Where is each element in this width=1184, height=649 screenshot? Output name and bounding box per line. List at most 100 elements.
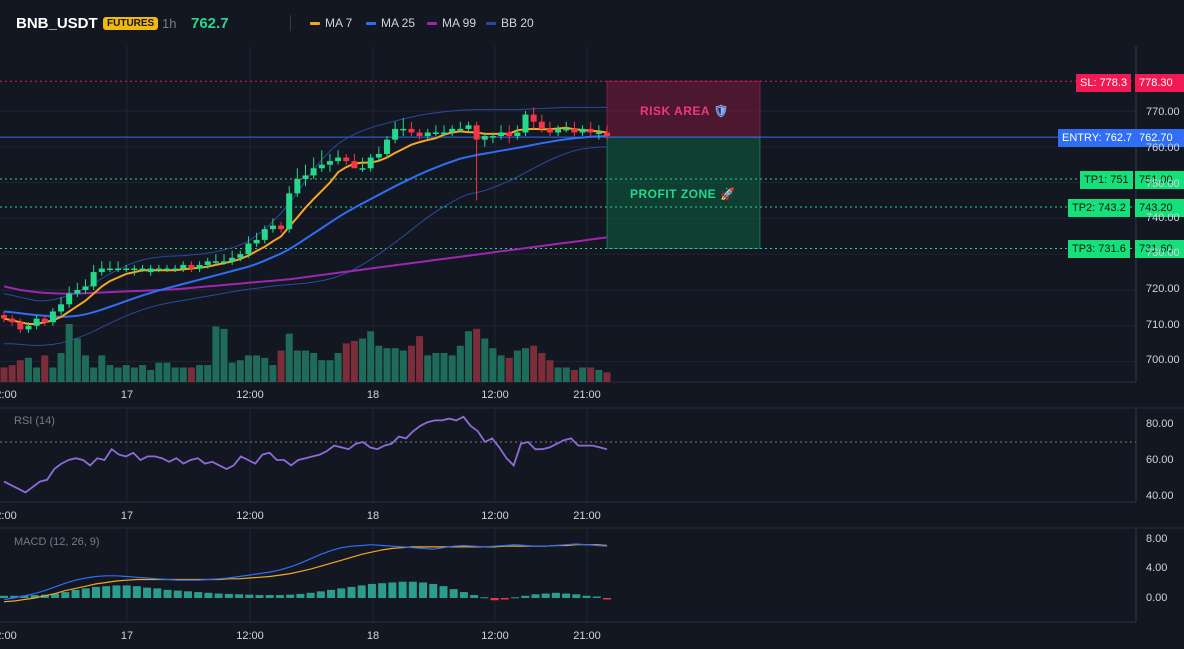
- ma7-line: [3, 126, 608, 325]
- candle-body: [522, 114, 529, 133]
- time-tick: 18: [366, 630, 380, 642]
- macd-histogram-bar: [183, 591, 192, 598]
- macd-histogram-bar: [388, 582, 397, 598]
- grid-lines: [0, 46, 1136, 622]
- bb-upper-line: [3, 106, 607, 302]
- bb-lower-line: [4, 146, 608, 347]
- legend-ma7[interactable]: MA 7: [310, 16, 352, 30]
- volume-bar: [33, 367, 41, 382]
- candle-body: [302, 175, 309, 180]
- candle-body: [269, 225, 276, 230]
- macd-histogram-bar: [255, 595, 264, 598]
- tp3-tag[interactable]: TP3: 731.6: [1068, 240, 1130, 258]
- volume-bar: [562, 367, 570, 382]
- candle-body: [604, 132, 610, 137]
- volume-bar: [212, 326, 220, 382]
- macd-histogram-bar: [20, 595, 29, 598]
- candle-body: [514, 132, 521, 137]
- candle-body: [375, 153, 382, 158]
- legend-ma99[interactable]: MA 99: [427, 16, 476, 30]
- timeframe-label[interactable]: 1h: [162, 16, 177, 31]
- macd-histogram-bar: [337, 588, 346, 598]
- volume-bar: [261, 357, 269, 382]
- tp1-tag[interactable]: TP1: 751: [1080, 171, 1133, 189]
- tp2-tag[interactable]: TP2: 743.2: [1068, 199, 1130, 217]
- rsi-title: RSI (14): [14, 415, 55, 427]
- candle-body: [1, 315, 7, 319]
- macd-histogram-bar: [214, 593, 223, 598]
- candle-body: [163, 268, 170, 271]
- volume-bar: [236, 360, 244, 382]
- macd-histogram-bar: [286, 594, 295, 598]
- rsi-panel: [0, 415, 1136, 494]
- chart-header: BNB_USDT FUTURES 1h 762.7 MA 7 MA 25 MA …: [0, 0, 1184, 46]
- macd-histogram-bar: [521, 595, 530, 598]
- rsi-line: [3, 415, 608, 494]
- entry-tag[interactable]: ENTRY: 762.7: [1058, 129, 1137, 147]
- volume-bar: [367, 331, 375, 382]
- volume-bar: [432, 353, 440, 382]
- volume-bar: [481, 338, 489, 382]
- candle-body: [66, 293, 73, 305]
- volume-bar: [171, 367, 179, 382]
- candle-body: [555, 128, 562, 133]
- candle-body: [115, 268, 122, 271]
- volume-bar: [16, 360, 24, 382]
- volume-bar: [489, 348, 497, 382]
- volume-bar: [456, 345, 464, 382]
- macd-histogram-bar: [327, 589, 336, 598]
- macd-histogram-bar: [153, 588, 162, 598]
- candle-body: [579, 128, 586, 133]
- volume-bar: [204, 365, 212, 382]
- candlesticks: [1, 107, 610, 333]
- volume-bar: [424, 355, 432, 382]
- macd-histogram-bar: [511, 597, 520, 599]
- macd-histogram-bar: [30, 595, 39, 598]
- time-tick: 21:00: [573, 630, 601, 642]
- symbol-name[interactable]: BNB_USDT: [16, 15, 98, 32]
- volume-bar: [106, 365, 114, 382]
- volume-bar: [416, 336, 424, 382]
- sl-value: 778.30: [1135, 74, 1184, 92]
- volume-bar: [0, 367, 8, 382]
- candle-body: [147, 268, 154, 273]
- volume-bar: [399, 350, 407, 382]
- volume-bar: [359, 338, 367, 382]
- risk-area-label: RISK AREA 🛡: [640, 104, 730, 118]
- macd-histogram-bar: [572, 594, 581, 598]
- volume-bar: [513, 350, 521, 382]
- candle-body: [359, 168, 366, 170]
- volume-bar: [538, 353, 546, 382]
- candle-body: [367, 157, 374, 169]
- candle-body: [408, 128, 415, 133]
- tp2-value: 743.20: [1135, 199, 1184, 217]
- legend-ma25[interactable]: MA 25: [366, 16, 415, 30]
- candle-body: [546, 128, 553, 133]
- volume-bar: [155, 362, 163, 382]
- candle-body: [400, 128, 407, 131]
- legend-swatch-icon: [486, 21, 496, 25]
- time-tick: 2:00: [0, 630, 17, 642]
- volume-bar: [41, 355, 49, 382]
- macd-histogram-bar: [357, 585, 366, 598]
- candle-body: [25, 325, 32, 330]
- volume-bar: [57, 353, 65, 382]
- volume-bar: [163, 362, 171, 382]
- volume-bar: [220, 328, 228, 382]
- macd-histogram-bar: [429, 583, 438, 598]
- volume-bar: [98, 355, 106, 382]
- candle-body: [90, 272, 97, 287]
- volume-bar: [587, 367, 595, 382]
- shield-icon: 🛡: [713, 104, 730, 118]
- volume-bar: [244, 355, 252, 382]
- legend-label: MA 25: [381, 16, 416, 30]
- legend-bb20[interactable]: BB 20: [486, 16, 534, 30]
- sl-tag[interactable]: SL: 778.3: [1076, 74, 1132, 92]
- volume-bar: [49, 367, 57, 382]
- candle-body: [278, 225, 285, 230]
- volume-bar: [383, 348, 391, 382]
- macd-histogram-bar: [480, 597, 489, 599]
- macd-histogram-bar: [0, 595, 8, 598]
- candle-body: [587, 128, 594, 133]
